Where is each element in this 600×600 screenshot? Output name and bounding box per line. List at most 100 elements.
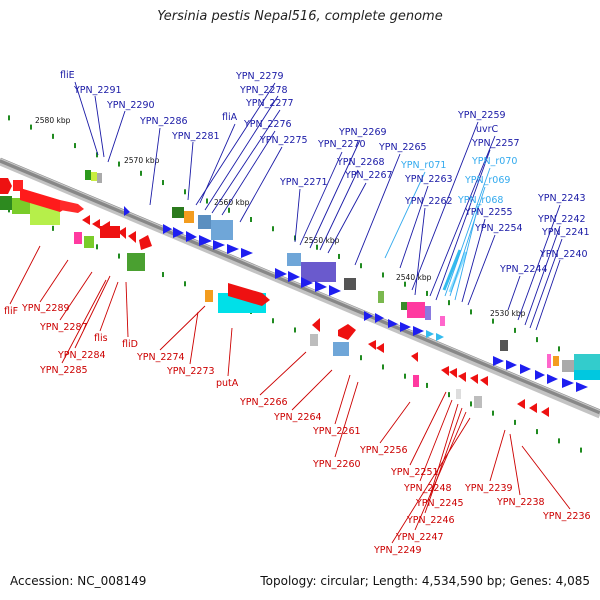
gene-feature[interactable] (301, 262, 336, 282)
gene-label[interactable]: YPN_2291 (73, 85, 122, 96)
gene-label[interactable]: YPN_2263 (404, 174, 453, 185)
gene-feature[interactable] (91, 172, 97, 181)
gene-feature[interactable] (413, 375, 419, 387)
rna-feature[interactable] (442, 249, 462, 291)
gene-label[interactable]: YPN_2277 (245, 98, 294, 109)
gene-label[interactable]: YPN_2251 (390, 467, 439, 478)
gene-label[interactable]: YPN_2238 (496, 497, 545, 508)
gene-label[interactable]: YPN_2262 (404, 196, 453, 207)
rna-label[interactable]: YPN_r070 (471, 156, 517, 167)
gene-feature[interactable] (562, 360, 574, 372)
gene-label[interactable]: YPN_2285 (39, 365, 88, 376)
gene-feature[interactable] (12, 198, 30, 214)
upper-arrow-row[interactable] (163, 224, 253, 258)
gene-label[interactable]: YPN_2265 (378, 142, 427, 153)
gene-feature[interactable] (310, 334, 318, 346)
gene-label[interactable]: YPN_2264 (273, 412, 322, 423)
gene-feature[interactable] (0, 178, 12, 194)
gene-feature[interactable] (85, 170, 91, 180)
gene-label[interactable]: YPN_2271 (279, 177, 328, 188)
gene-feature[interactable] (440, 316, 445, 326)
gene-label[interactable]: YPN_2240 (539, 249, 588, 260)
gene-feature[interactable] (211, 220, 233, 240)
gene-label[interactable]: YPN_2259 (457, 110, 506, 121)
gene-feature[interactable] (547, 354, 551, 368)
upper-arrow-row[interactable] (275, 268, 341, 296)
gene-label[interactable]: YPN_2241 (541, 227, 590, 238)
gene-label[interactable]: YPN_2275 (259, 135, 308, 146)
gene-feature[interactable] (338, 324, 356, 340)
gene-label[interactable]: fliD (122, 339, 138, 350)
feature-cluster-left[interactable] (0, 178, 84, 225)
gene-feature[interactable] (407, 302, 425, 318)
gene-feature[interactable] (500, 340, 508, 351)
gene-label[interactable]: YPN_2268 (336, 157, 385, 168)
upper-arrow-row[interactable] (493, 356, 588, 392)
gene-label[interactable]: YPN_2273 (166, 366, 215, 377)
gene-feature[interactable] (84, 236, 94, 248)
gene-label[interactable]: YPN_2266 (239, 397, 288, 408)
upper-arrow-row[interactable] (364, 311, 444, 341)
gene-label[interactable]: YPN_2289 (21, 303, 70, 314)
gene-feature[interactable] (74, 232, 82, 244)
gene-label[interactable]: YPN_2290 (106, 100, 155, 111)
gene-feature[interactable] (228, 283, 270, 306)
gene-feature[interactable] (474, 396, 482, 408)
rna-label[interactable]: YPN_r071 (400, 160, 446, 171)
rna-label[interactable]: YPN_r069 (464, 175, 510, 186)
gene-label[interactable]: fliE (60, 70, 75, 81)
gene-feature[interactable] (456, 389, 461, 399)
gene-label[interactable]: YPN_2281 (171, 131, 220, 142)
gene-label[interactable]: YPN_2279 (235, 71, 284, 82)
gene-feature[interactable] (60, 200, 84, 213)
gene-label[interactable]: YPN_2239 (464, 483, 513, 494)
gene-label[interactable]: YPN_2261 (312, 426, 361, 437)
gene-feature[interactable] (574, 354, 600, 372)
gene-feature[interactable] (205, 290, 213, 302)
lower-arrow-row[interactable] (368, 340, 488, 386)
gene-label[interactable]: YPN_2254 (474, 223, 523, 234)
gene-feature[interactable] (172, 207, 184, 218)
gene-label[interactable]: fliA (222, 112, 238, 123)
gene-label[interactable]: YPN_2245 (415, 498, 464, 509)
gene-label[interactable]: YPN_2256 (359, 445, 408, 456)
gene-feature[interactable] (312, 318, 320, 332)
gene-label[interactable]: putA (216, 378, 239, 389)
gene-feature[interactable] (0, 196, 12, 210)
gene-feature[interactable] (333, 342, 349, 356)
gene-label[interactable]: YPN_2242 (537, 214, 586, 225)
gene-feature[interactable] (344, 278, 356, 290)
gene-label[interactable]: flis (94, 333, 108, 344)
gene-label[interactable]: YPN_2248 (403, 483, 452, 494)
gene-label[interactable]: YPN_2276 (243, 119, 292, 130)
gene-feature[interactable] (20, 188, 70, 212)
gene-label[interactable]: YPN_2270 (317, 139, 366, 150)
gene-feature[interactable] (13, 180, 23, 191)
gene-label[interactable]: YPN_2287 (39, 322, 88, 333)
lower-arrow-row[interactable] (82, 215, 152, 250)
gene-feature[interactable] (287, 253, 301, 266)
gene-label[interactable]: YPN_2284 (57, 350, 106, 361)
gene-label[interactable]: YPN_2249 (373, 545, 422, 556)
gene-label[interactable]: YPN_2274 (136, 352, 185, 363)
gene-feature[interactable] (553, 356, 559, 366)
gene-feature[interactable] (97, 173, 102, 183)
gene-feature[interactable] (574, 370, 600, 380)
gene-label[interactable]: YPN_2246 (406, 515, 455, 526)
gene-label[interactable]: fliF (4, 306, 18, 317)
gene-feature[interactable] (124, 206, 130, 216)
gene-label[interactable]: YPN_2247 (395, 532, 444, 543)
gene-feature[interactable] (425, 306, 431, 320)
gene-label[interactable]: YPN_2236 (542, 511, 591, 522)
gene-label[interactable]: YPN_2278 (239, 85, 288, 96)
gene-label[interactable]: YPN_2269 (338, 127, 387, 138)
rna-label[interactable]: YPN_r068 (457, 195, 503, 206)
gene-feature[interactable] (127, 253, 145, 271)
gene-label[interactable]: YPN_2244 (499, 264, 548, 275)
gene-feature[interactable] (184, 211, 194, 223)
gene-label[interactable]: YPN_2255 (464, 207, 513, 218)
gene-feature[interactable] (401, 302, 407, 310)
gene-label[interactable]: uvrC (476, 124, 499, 135)
gene-label[interactable]: YPN_2267 (344, 170, 393, 181)
